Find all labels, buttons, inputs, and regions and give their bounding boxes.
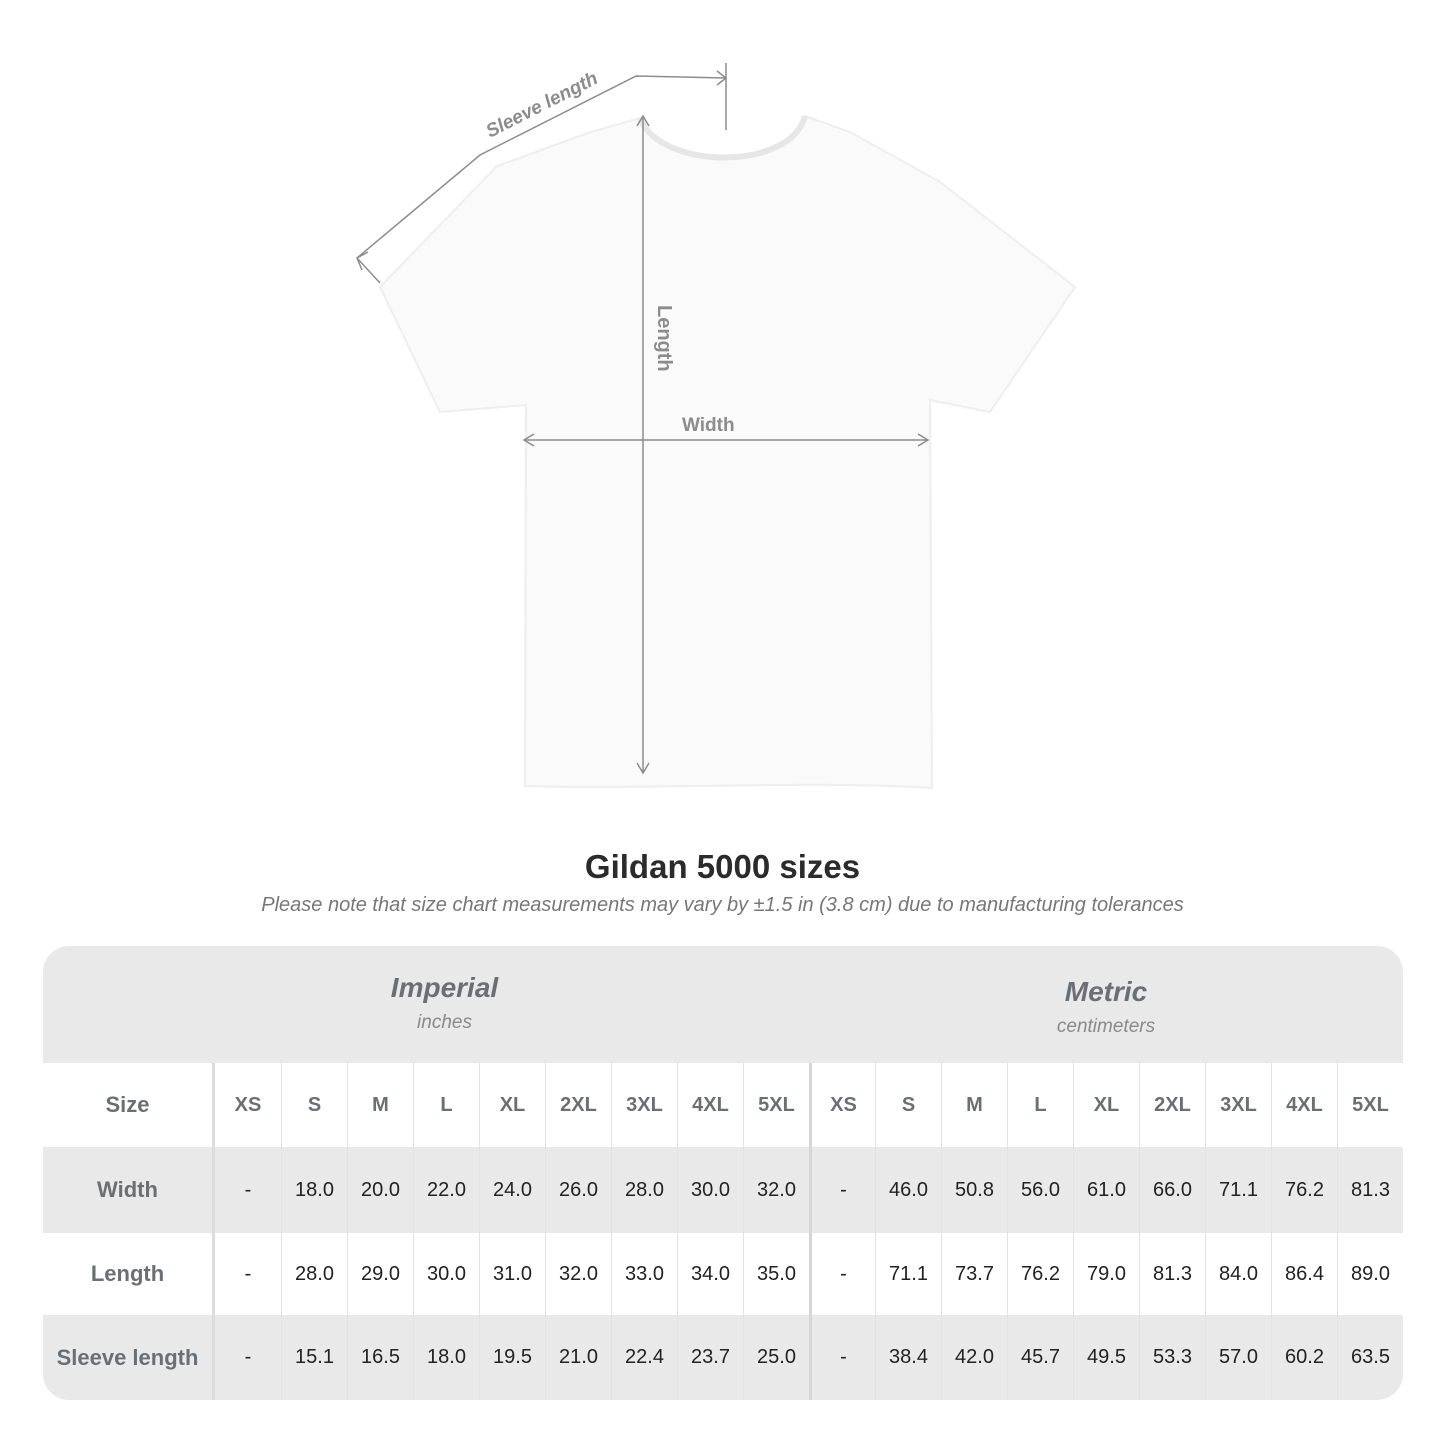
- table-cell: 21.0: [545, 1315, 611, 1400]
- table-cell: 19.5: [479, 1315, 545, 1400]
- table-cell: 15.1: [281, 1315, 347, 1400]
- size-header-cell: 2XL: [1139, 1063, 1205, 1147]
- size-header-cell: M: [347, 1063, 413, 1147]
- metric-title: Metric: [1064, 976, 1148, 1007]
- table-cell: 18.0: [413, 1315, 479, 1400]
- table-cell: 30.0: [413, 1233, 479, 1315]
- table-cell: 35.0: [743, 1233, 809, 1315]
- tolerance-note: Please note that size chart measurements…: [261, 894, 1184, 916]
- table-cell: 42.0: [941, 1315, 1007, 1400]
- table-cell: -: [244, 1346, 252, 1368]
- size-header-cell: 5XL: [743, 1063, 809, 1147]
- size-header-cell: S: [281, 1063, 347, 1147]
- size-header-cell: L: [413, 1063, 479, 1147]
- table-cell: 26.0: [545, 1147, 611, 1233]
- imperial-unit: inches: [417, 1012, 472, 1033]
- row-label: Width: [43, 1147, 215, 1233]
- table-cell: -: [244, 1178, 252, 1201]
- table-cell: 79.0: [1073, 1233, 1139, 1315]
- sleeve-length-arrow: [355, 75, 727, 284]
- table-cell: 86.4: [1271, 1233, 1337, 1315]
- size-table: Imperial inches Metric centimeters Size X…: [43, 946, 1403, 1400]
- table-cell: 34.0: [677, 1233, 743, 1315]
- size-header-cell: XS: [809, 1063, 875, 1147]
- table-cell: 38.4: [875, 1315, 941, 1400]
- table-cell: 32.0: [743, 1147, 809, 1233]
- table-row: Width -18.0 20.0 22.0 24.0 26.0 28.0 30.0 32.0-4…: [43, 1147, 1403, 1233]
- table-cell: 45.7: [1007, 1315, 1073, 1400]
- table-cell: 60.2: [1271, 1315, 1337, 1400]
- table-cell: 57.0: [1205, 1315, 1271, 1400]
- size-header-cell: M: [941, 1063, 1007, 1147]
- size-header-cell: L: [1007, 1063, 1073, 1147]
- table-cell: 84.0: [1205, 1233, 1271, 1315]
- tshirt-image: [378, 114, 1077, 790]
- imperial-header: Imperial inches: [215, 972, 674, 1034]
- size-header-cell: 4XL: [1271, 1063, 1337, 1147]
- table-cell: 81.3: [1139, 1233, 1205, 1315]
- length-label: Length: [653, 305, 675, 372]
- size-header-cell: 4XL: [677, 1063, 743, 1147]
- table-cell: 71.1: [875, 1233, 941, 1315]
- table-cell: -: [244, 1262, 252, 1285]
- table-cell: 25.0: [743, 1315, 809, 1400]
- table-cell: 49.5: [1073, 1315, 1139, 1400]
- table-cell: 22.4: [611, 1315, 677, 1400]
- table-cell: 18.0: [281, 1147, 347, 1233]
- table-cell: 31.0: [479, 1233, 545, 1315]
- row-label: Length: [43, 1233, 215, 1315]
- row-label: Size: [43, 1063, 215, 1147]
- table-cell: 71.1: [1205, 1147, 1271, 1233]
- size-header-cell: XL: [1073, 1063, 1139, 1147]
- tshirt-diagram: Sleeve length Length Width: [355, 63, 1077, 790]
- table-cell: 89.0: [1337, 1233, 1403, 1315]
- metric-header: Metric centimeters: [809, 976, 1403, 1038]
- table-cell: 16.5: [347, 1315, 413, 1400]
- table-cell: -: [809, 1147, 875, 1233]
- row-label: Sleeve length: [43, 1315, 215, 1400]
- table-row: Sleeve length - 15.1 16.5 18.0 19.5 21.0 22.4 23…: [43, 1315, 1403, 1400]
- size-header-cell: XL: [479, 1063, 545, 1147]
- table-cell: 76.2: [1007, 1233, 1073, 1315]
- table-cell: 28.0: [281, 1233, 347, 1315]
- size-header-cell: XS: [234, 1093, 262, 1116]
- imperial-title: Imperial: [390, 972, 499, 1003]
- table-cell: 23.7: [677, 1315, 743, 1400]
- table-cell: 46.0: [875, 1147, 941, 1233]
- table-cell: -: [809, 1315, 875, 1400]
- size-header-cell: 5XL: [1337, 1063, 1403, 1147]
- size-header-cell: 3XL: [611, 1063, 677, 1147]
- table-cell: 81.3: [1337, 1147, 1403, 1233]
- table-cell: 73.7: [941, 1233, 1007, 1315]
- table-cell: 28.0: [611, 1147, 677, 1233]
- table-cell: 33.0: [611, 1233, 677, 1315]
- size-header-cell: 2XL: [545, 1063, 611, 1147]
- metric-unit: centimeters: [1056, 1016, 1156, 1037]
- sleeve-length-label: Sleeve length: [483, 68, 602, 142]
- table-cell: 76.2: [1271, 1147, 1337, 1233]
- table-cell: -: [809, 1233, 875, 1315]
- width-label: Width: [682, 415, 735, 436]
- table-cell: 30.0: [677, 1147, 743, 1233]
- table-cell: 29.0: [347, 1233, 413, 1315]
- size-header-cell: S: [875, 1063, 941, 1147]
- table-cell: 63.5: [1337, 1315, 1403, 1400]
- table-header-band: [43, 946, 1403, 1063]
- table-cell: 56.0: [1007, 1147, 1073, 1233]
- table-cell: 20.0: [347, 1147, 413, 1233]
- table-cell: 66.0: [1139, 1147, 1205, 1233]
- table-cell: 53.3: [1139, 1315, 1205, 1400]
- table-cell: 24.0: [479, 1147, 545, 1233]
- table-cell: 61.0: [1073, 1147, 1139, 1233]
- table-cell: 22.0: [413, 1147, 479, 1233]
- table-cell: 32.0: [545, 1233, 611, 1315]
- table-row: Length -28.0 29.0 30.0 31.0 32.0 33.0 34.0 35.0-…: [43, 1233, 1403, 1315]
- table-cell: 50.8: [941, 1147, 1007, 1233]
- size-header-row: Size XS S M L XL 2XL 3XL 4XL 5XL XS S M L XL 2XL 3XL 4XL 5…: [43, 1063, 1403, 1147]
- page-title: Gildan 5000 sizes: [584, 848, 861, 885]
- size-header-cell: 3XL: [1205, 1063, 1271, 1147]
